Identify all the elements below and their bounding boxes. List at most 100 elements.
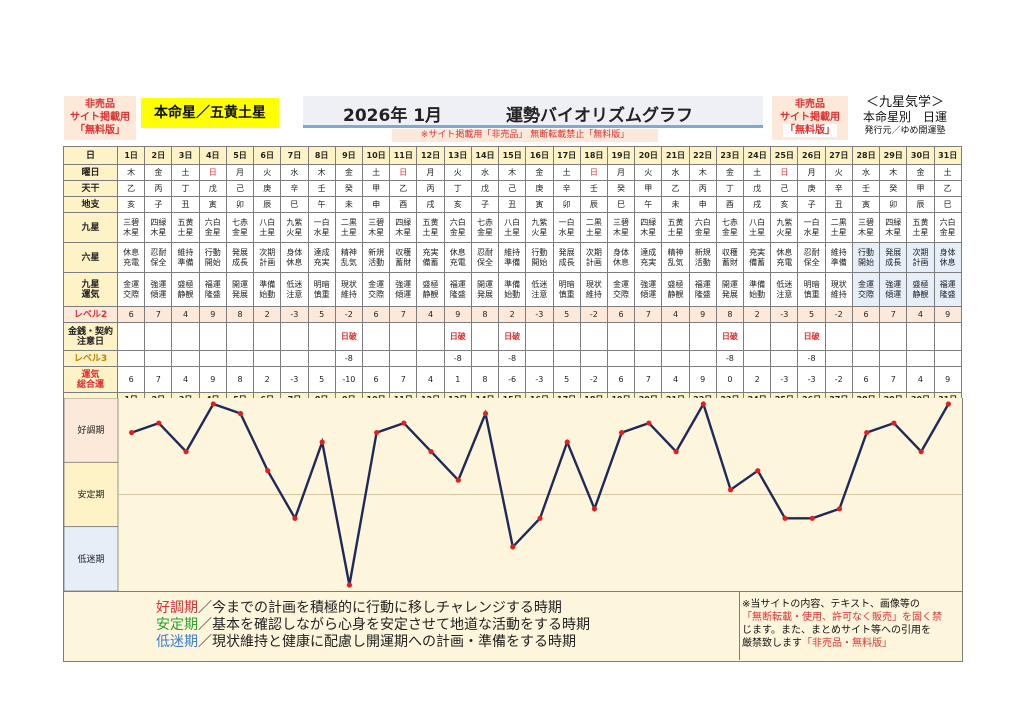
cell-day: 2日 [144, 146, 173, 165]
cell-caution [253, 322, 282, 351]
cell-day: 7日 [280, 146, 309, 165]
cell-line: 土星 [830, 227, 847, 237]
publisher: 発行元／ゆめ開運塾 [864, 126, 946, 136]
cell-line: 充電 [123, 257, 140, 267]
cell-line: 収穫 [395, 247, 412, 257]
cell-line: 収穫 [721, 247, 738, 257]
cell-chishi: 午 [307, 196, 336, 213]
cell-caution: 日破 [797, 322, 826, 351]
cell-caution [661, 322, 690, 351]
table-row-chishi: 地支亥子丑寅卯辰巳午未申酉戌亥子丑寅卯辰巳午未申酉戌亥子丑寅卯辰巳 [63, 196, 962, 213]
cell-chishi: 巳 [280, 196, 309, 213]
cell-total: 2 [253, 366, 282, 393]
badge-line: 「無料版」 [783, 124, 837, 137]
data-point [591, 506, 598, 512]
cell-rokusei: 休息 充電 [116, 242, 146, 273]
cell-unki: 現状 維持 [824, 272, 853, 307]
cell-unki: 明暗 慎重 [797, 272, 826, 307]
cell-line: 五黄 [177, 217, 194, 227]
data-point [564, 439, 570, 445]
cell-weekday: 土 [171, 164, 200, 181]
cell-kyusei: 六白 金星 [198, 212, 227, 243]
band-label: 安定期 [77, 489, 104, 501]
data-point [482, 410, 489, 417]
cell-line: 金運 [613, 279, 630, 289]
cell-line: 維持 [504, 247, 521, 257]
cell-line: 慎重 [558, 289, 575, 299]
cell-weekday: 金 [525, 164, 554, 181]
cell-line: 発展 [721, 289, 738, 299]
cell-level2: 5 [307, 306, 336, 323]
cell-line: 隆盛 [449, 289, 466, 299]
cell-tenkan: 辛 [280, 180, 309, 197]
cell-total: -6 [498, 366, 527, 393]
cell-tenkan: 乙 [116, 180, 146, 197]
cell-line: 備蓄 [749, 257, 766, 267]
cell-rokusei: 充実 備蓄 [416, 242, 445, 273]
cell-chishi: 亥 [770, 196, 799, 213]
cell-rokusei: 身体 休息 [280, 242, 309, 273]
badge-line: サイト掲載用 [780, 112, 840, 123]
cell-line: 乱気 [340, 257, 357, 267]
cell-line: 休息 [123, 247, 140, 257]
cell-line: 三碧 [123, 217, 140, 227]
cell-rokusei: 発展 成長 [879, 242, 908, 273]
table-row-level2: レベル2 6 7 4 9 8 2 -3 5 -2 6 7 4 9 8 2 -3 5 -2 6 7 4 9 8 2 -3 5 -2 6 7 4… [63, 306, 962, 323]
cell-kyusei: 九紫 火星 [280, 212, 309, 243]
cell-rokusei: 新規 活動 [688, 242, 717, 273]
cell-line: 四緑 [640, 217, 657, 227]
data-point [646, 420, 652, 426]
cell-rokusei: 休息 充電 [443, 242, 472, 273]
cell-line: 現状 [340, 279, 357, 289]
cell-kyusei: 四緑 木星 [144, 212, 173, 243]
cell-line: 蓄財 [721, 257, 738, 267]
cell-kyusei: 四緑 木星 [634, 212, 663, 243]
cell-line: 慎重 [313, 289, 330, 299]
cell-total: 4 [171, 366, 200, 393]
copyright-free-label: 「非売品・無料版」 [802, 638, 892, 649]
cell-unki: 金運 交際 [116, 272, 146, 307]
cell-level2: 4 [416, 306, 445, 323]
cell-chishi: 酉 [389, 196, 418, 213]
cell-chishi: 寅 [198, 196, 227, 213]
cell-line: 充実 [749, 247, 766, 257]
cell-weekday: 木 [879, 164, 908, 181]
row-label-unki: 九星 運気 [63, 272, 118, 307]
cell-rokusei: 収穫 蓄財 [389, 242, 418, 273]
cell-line: 一白 [803, 217, 820, 227]
cell-kyusei: 三碧 木星 [361, 212, 391, 243]
honmei-star-label: 本命星／五黄土星 [141, 98, 279, 128]
cell-line: 維持 [830, 247, 847, 257]
cell-tenkan: 乙 [389, 180, 418, 197]
cell-tenkan: 甲 [634, 180, 663, 197]
cell-total: -10 [334, 366, 363, 393]
cell-caution [198, 322, 227, 351]
cell-level2: 5 [552, 306, 581, 323]
cell-total: 7 [144, 366, 173, 393]
cell-level3 [634, 350, 663, 367]
cell-tenkan: 辛 [824, 180, 853, 197]
cell-tenkan: 丙 [416, 180, 445, 197]
cell-total: 4 [416, 366, 445, 393]
cell-line: 慎重 [803, 289, 820, 299]
cell-line: 休息 [449, 247, 466, 257]
cell-line: 開始 [858, 257, 875, 267]
data-point [700, 401, 706, 407]
cell-line: 六白 [449, 217, 466, 227]
cell-unki: 開運 発展 [225, 272, 255, 307]
row-label-tenkan: 天干 [63, 180, 118, 197]
cell-unki: 金運 交際 [851, 272, 881, 307]
cell-line: 開運 [721, 279, 738, 289]
cell-total: 1 [443, 366, 472, 393]
cell-tenkan: 乙 [933, 180, 962, 197]
cell-line: 七赤 [231, 217, 248, 227]
cell-chishi: 卯 [225, 196, 255, 213]
cell-weekday: 月 [606, 164, 636, 181]
data-point [319, 439, 325, 445]
cell-unki: 盛極 静観 [661, 272, 690, 307]
cell-day: 24日 [743, 146, 772, 165]
cell-line: 四緑 [150, 217, 167, 227]
cell-line: 金運 [858, 279, 875, 289]
cell-line: 充実 [640, 257, 657, 267]
